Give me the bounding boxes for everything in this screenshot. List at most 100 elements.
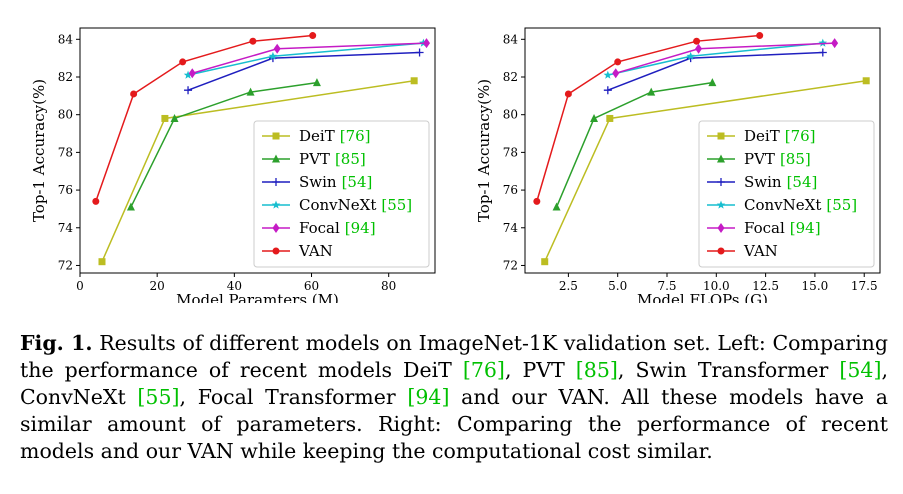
params-point-pvt [312,78,321,87]
params-series-swin [184,48,424,95]
params-legend-entry-pvt: PVT [85] [262,150,366,168]
flops-x-tick-label: 15.0 [802,279,829,293]
flops-point-pvt [590,113,599,122]
params-point-focal [273,43,281,54]
caption-text: and our VAN. All these models have a sim… [20,385,888,463]
flops-point-deit [541,258,549,266]
flops-x-tick-label: 7.5 [657,279,676,293]
flops-point-focal [695,43,703,54]
caption-citation: [55] [137,385,180,409]
params-y-axis-label: Top-1 Accuracy(%) [30,79,48,222]
flops-legend-label-convnext: ConvNeXt [55] [744,196,857,214]
params-legend-label-van: VAN [298,242,333,260]
flops-legend-entry-van: VAN [707,242,778,260]
params-point-pvt [126,202,135,211]
flops-y-tick-label: 84 [503,32,519,46]
flops-axes: 2.5 5.0 7.5 10.0 12.5 15.0 17.5 72 74 76 78 80 82 84 [503,27,881,293]
params-y-tick-label: 76 [58,183,73,197]
params-y-tick-label: 82 [58,70,73,84]
flops-series-line-focal [615,42,835,74]
params-y-tick-label: 78 [58,145,73,159]
params-legend: DeiT [76] PVT [85] Swin [54] ConvNeXt [55] Focal… [253,120,430,268]
params-point-deit [98,258,106,266]
params-point-pvt [170,113,179,122]
flops-legend-label-swin: Swin [54] [744,173,817,191]
flops-point-van [614,58,622,66]
flops-legend-entry-pvt: PVT [85] [707,150,811,168]
flops-point-convnext [686,51,695,60]
flops-series-swin [603,48,827,95]
flops-plot-frame [524,27,881,274]
params-series-van [92,32,317,205]
params-legend-marker-convnext [271,200,281,209]
params-series-line-focal [192,42,427,74]
flops-point-van [564,90,572,98]
params-legend-marker-deit [272,132,280,140]
flops-point-van [533,197,541,205]
caption-text: Results of different models on ImageNet-… [20,331,888,382]
flops-legend-entry-deit: DeiT [76] [707,127,816,145]
flops-point-van [693,37,701,45]
flops-point-pvt [647,87,656,96]
flops-point-convnext [818,38,828,47]
params-point-focal [423,38,431,49]
flops-legend-marker-focal [717,223,725,233]
flops-y-tick-label: 72 [503,258,518,272]
flops-x-axis-label: Model FLOPs (G) [637,291,768,303]
flops-series-convnext [603,38,828,79]
flops-legend-marker-pvt [717,154,725,163]
params-legend-entry-convnext: ConvNeXt [55] [262,196,412,214]
flops-series-pvt [552,78,717,211]
flops-legend-marker-van [717,247,725,255]
flops-legend-label-van: VAN [743,242,778,260]
flops-legend-entry-swin: Swin [54] [707,173,817,191]
params-y-tick-label: 80 [58,108,73,122]
params-series-focal [188,38,431,79]
params-legend-entry-focal: Focal [94] [262,219,376,237]
flops-legend-entry-focal: Focal [94] [707,219,821,237]
params-plot-frame [79,27,436,274]
flops-x-tick-label: 17.5 [851,279,878,293]
params-point-convnext [183,70,193,79]
params-legend-marker-swin [272,178,280,186]
params-x-tick-label: 20 [150,279,165,293]
caption-citation: [85] [575,358,618,382]
params-x-axis-label: Model Paramters (M) [176,291,339,303]
caption-citation: [76] [462,358,505,382]
flops-y-tick-label: 78 [503,145,518,159]
params-series-pvt [126,78,321,211]
flops-series-line-pvt [555,81,713,208]
params-point-van [309,32,317,40]
params-point-deit [161,114,169,122]
flops-y-tick-label: 74 [503,221,519,235]
flops-y-tick-label: 80 [503,108,518,122]
caption-citation: [94] [407,385,450,409]
params-point-van [179,58,187,66]
params-y-tick-label: 74 [58,221,74,235]
params-legend-label-deit: DeiT [76] [299,127,371,145]
params-legend-marker-van [272,247,280,255]
flops-x-tick-label: 5.0 [608,279,627,293]
params-point-focal [188,68,196,79]
params-point-van [92,197,100,205]
flops-series-van [533,32,764,205]
flops-y-axis-label: Top-1 Accuracy(%) [475,79,493,222]
params-point-deit [410,77,418,85]
params-point-swin [184,86,193,95]
params-point-van [130,90,138,98]
flops-x-tick-label: 12.5 [752,279,779,293]
params-point-swin [415,48,424,57]
params-legend-marker-focal [272,223,280,233]
flops-y-tick-label: 76 [503,183,518,197]
flops-x-tick-label: 2.5 [559,279,578,293]
flops-series-focal [612,38,839,79]
flops-point-swin [818,48,827,57]
params-series-line-pvt [130,81,318,208]
params-legend-label-swin: Swin [54] [299,173,372,191]
flops-y-tick-label: 82 [503,70,518,84]
flops-legend-label-deit: DeiT [76] [744,127,816,145]
flops-point-deit [862,77,870,85]
flops-x-tick-label: 10.0 [703,279,730,293]
flops-legend-label-focal: Focal [94] [744,219,821,237]
flops-legend-marker-swin [717,178,725,186]
